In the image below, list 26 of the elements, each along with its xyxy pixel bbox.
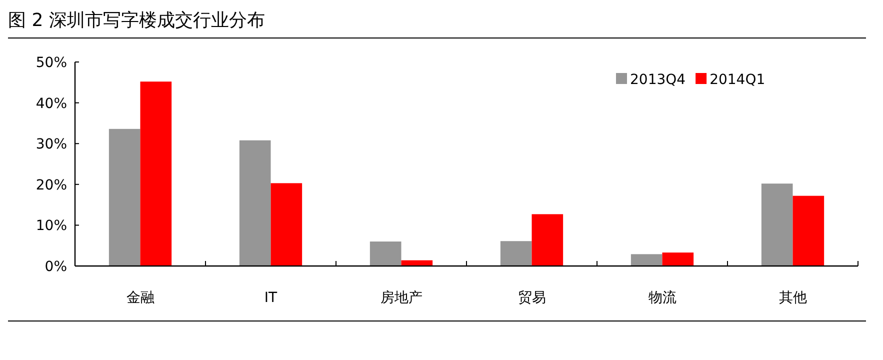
y-tick-label: 10% (36, 218, 67, 234)
legend-label: 2013Q4 (630, 72, 686, 88)
x-tick-label: 金融 (126, 290, 154, 306)
bar (140, 82, 172, 266)
y-tick-label: 40% (36, 96, 67, 112)
bar (630, 254, 662, 266)
x-tick-label: 房地产 (380, 290, 422, 306)
bar (792, 196, 824, 266)
y-tick-label: 30% (36, 136, 67, 153)
y-tick-label: 50% (36, 55, 67, 71)
x-tick-label: 贸易 (518, 290, 546, 306)
x-tick-label: IT (264, 290, 278, 306)
x-tick-label: 物流 (648, 290, 676, 306)
bar (270, 183, 302, 266)
y-tick-label: 20% (36, 177, 67, 194)
bar (532, 214, 564, 266)
bar (239, 140, 271, 266)
bar (761, 184, 793, 266)
legend-label: 2014Q1 (710, 72, 766, 88)
x-tick-label: 其他 (778, 290, 807, 306)
y-tick-label: 0% (44, 259, 67, 275)
bar (500, 241, 532, 266)
bar (662, 252, 694, 266)
bar (370, 242, 402, 266)
chart-title: 图 2 深圳市写字楼成交行业分布 (8, 10, 265, 31)
bar (108, 128, 140, 266)
